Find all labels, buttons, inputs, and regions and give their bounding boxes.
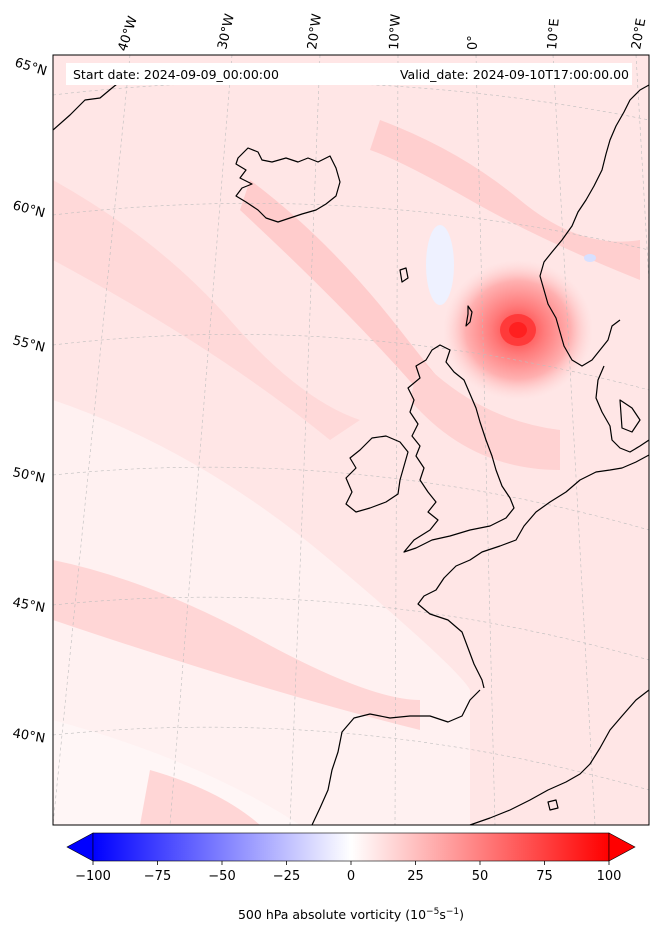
lon-label-10e: 10°E [545, 18, 563, 50]
lon-label-10w: 10°W [387, 13, 404, 50]
coast-iceland [235, 147, 341, 223]
coast-great-britain [403, 344, 515, 553]
coast-faroes [399, 267, 409, 283]
colorbar-tick-label: 100 [597, 869, 622, 884]
coast-shetland [465, 305, 473, 327]
colorbar-ticks: −100 −75 −50 −25 0 25 50 75 100 [75, 861, 621, 884]
lon-label-0: 0° [466, 35, 481, 50]
lon-label-30w: 30°W [215, 12, 238, 50]
latitude-labels: 65°N 60°N 55°N 50°N 45°N 40°N [11, 55, 49, 746]
lat-label-65n: 65°N [13, 55, 49, 79]
start-date-text: Start date: 2024-09-09_00:00:00 [73, 67, 279, 82]
coast-corsica [547, 799, 559, 811]
colorbar: −100 −75 −50 −25 0 25 50 75 100 500 hPa absolute… [66, 832, 636, 922]
colorbar-bar [92, 832, 610, 862]
coast-scandinavia-south [595, 365, 649, 453]
coast-mediterranean [469, 689, 649, 825]
colorbar-tick-label: 25 [407, 869, 424, 884]
lon-label-20w: 20°W [305, 13, 325, 51]
colorbar-tick-label: −50 [208, 869, 235, 884]
colorbar-tick-label: −100 [75, 869, 111, 884]
colorbar-tick-label: −75 [144, 869, 171, 884]
coastlines [53, 75, 649, 825]
coast-ireland [345, 435, 409, 513]
date-header: Start date: 2024-09-09_00:00:00 Valid_da… [66, 63, 632, 85]
lat-label-50n: 50°N [11, 465, 46, 486]
map-frame [52, 54, 650, 826]
lon-label-20e: 20°E [629, 17, 649, 50]
longitude-labels: 40°W 30°W 20°W 10°W 0° 10°E 20°E [116, 12, 650, 53]
coast-denmark [619, 399, 641, 433]
lat-label-60n: 60°N [11, 198, 47, 221]
lat-label-45n: 45°N [11, 595, 46, 616]
colorbar-tick-label: 75 [536, 869, 553, 884]
colorbar-extend-max [608, 832, 636, 862]
colorbar-extend-min [66, 832, 94, 862]
valid-date-text: Valid_date: 2024-09-10T17:00:00.00 [400, 67, 629, 82]
colorbar-tick-label: 0 [347, 869, 355, 884]
lat-label-40n: 40°N [11, 726, 46, 746]
coast-iberia [311, 689, 481, 825]
colorbar-label: 500 hPa absolute vorticity (10−5s−1) [238, 907, 464, 922]
coast-europe [417, 454, 649, 689]
colorbar-tick-label: 50 [472, 869, 489, 884]
vorticity-field [53, 55, 649, 825]
colorbar-tick-label: −25 [273, 869, 300, 884]
header-band [66, 63, 632, 85]
lon-label-40w: 40°W [116, 14, 141, 53]
lat-label-55n: 55°N [11, 333, 46, 355]
map-panel [52, 54, 650, 826]
coast-norway [539, 84, 649, 367]
